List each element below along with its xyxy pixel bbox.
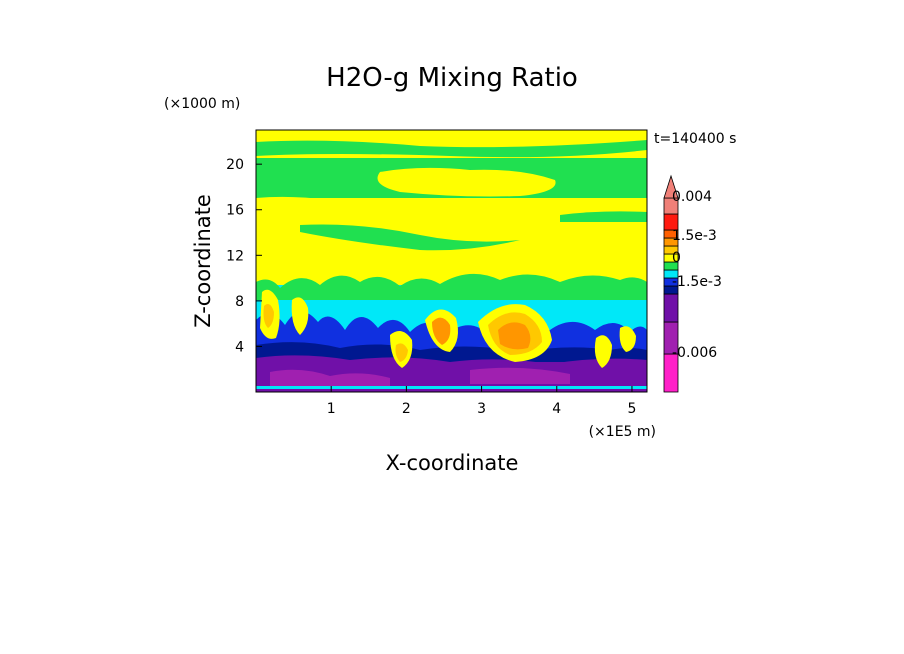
x-tick-label: 1	[327, 401, 336, 417]
surface-line	[256, 386, 647, 389]
green-tongue-mid	[300, 224, 520, 251]
colorbar-label: 1.5e-3	[672, 228, 717, 244]
colorbar-segment	[663, 293, 679, 323]
chart-title: H2O-g Mixing Ratio	[326, 63, 578, 93]
time-label: t=140400 s	[654, 131, 736, 147]
colorbar	[663, 174, 679, 393]
y-scale-label: (×1000 m)	[164, 96, 240, 112]
tower-big-center	[498, 322, 531, 350]
x-scale-label: (×1E5 m)	[589, 424, 656, 440]
y-axis: 4 8 12 16 20	[226, 157, 262, 355]
green-streak-top	[256, 140, 647, 158]
green-fringe	[256, 273, 647, 300]
colorbar-label: 0.004	[672, 189, 712, 205]
x-axis: 1 2 3 4 5	[327, 386, 637, 417]
tower-3-core	[395, 343, 408, 362]
green-wisp-right	[560, 211, 647, 222]
colorbar-label: 0	[672, 250, 681, 266]
y-tick-label: 16	[226, 203, 244, 219]
colorbar-label: -1.5e-3	[672, 274, 722, 290]
yellow-blob-upper	[377, 167, 556, 197]
tower-6	[594, 335, 612, 368]
colorbar-extend-arrow	[663, 174, 679, 199]
x-tick-label: 5	[628, 401, 637, 417]
y-axis-title: Z-coordinate	[191, 194, 215, 328]
plot-frame	[255, 129, 648, 393]
yellow-strip-left	[256, 196, 330, 212]
tower-4-core	[432, 317, 451, 345]
navy-band	[256, 342, 647, 362]
y-tick-label: 8	[235, 294, 244, 310]
tower-2	[291, 297, 309, 335]
contour-field	[256, 130, 647, 392]
x-axis-title: X-coordinate	[386, 451, 519, 475]
x-tick-label: 3	[477, 401, 486, 417]
colorbar-labels: 0.004 1.5e-3 0 -1.5e-3 -0.006	[672, 189, 722, 361]
x-tick-label: 4	[552, 401, 561, 417]
tower-7	[619, 326, 636, 352]
x-tick-label: 2	[402, 401, 411, 417]
y-tick-label: 12	[226, 248, 244, 264]
y-tick-label: 20	[226, 157, 244, 173]
tower-1-core	[263, 304, 274, 328]
y-tick-label: 4	[235, 339, 244, 355]
violet-patches	[270, 367, 570, 386]
colorbar-label: -0.006	[672, 345, 717, 361]
